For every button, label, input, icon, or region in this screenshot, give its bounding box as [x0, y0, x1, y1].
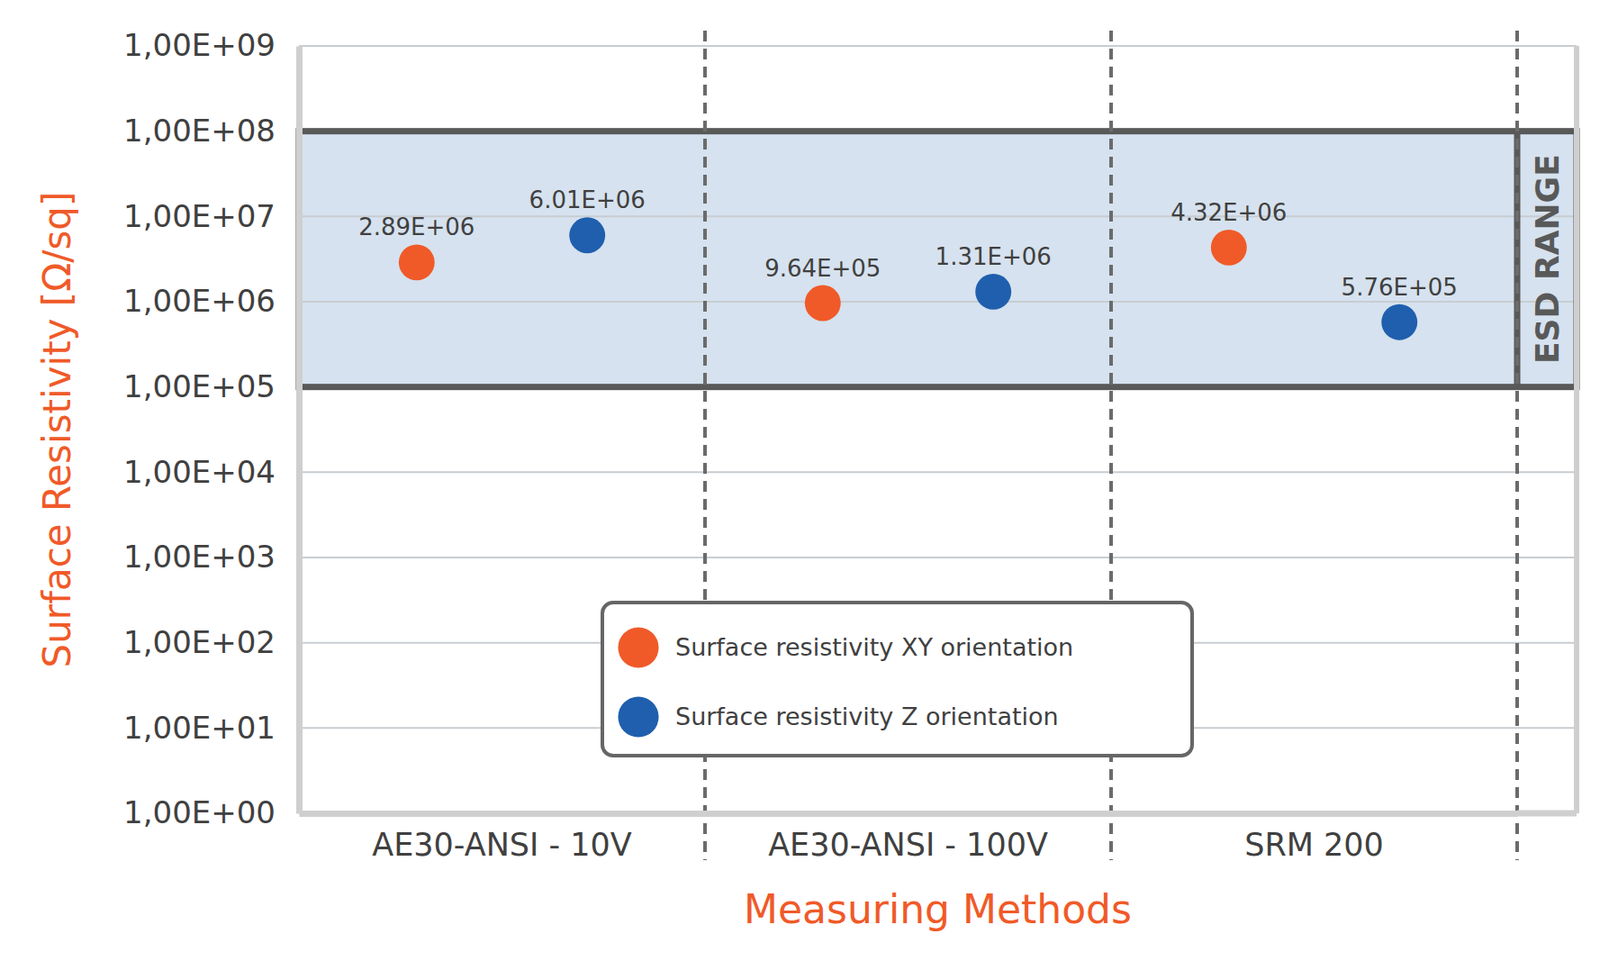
y-tick-label: 1,00E+04	[123, 453, 276, 490]
y-tick: 1,00E+00	[123, 794, 299, 831]
grid	[298, 45, 1577, 814]
point	[1211, 229, 1248, 266]
marks	[398, 216, 1418, 340]
x-tick: AE30-ANSI - 10V	[371, 813, 633, 863]
legend-label: Surface resistivity XY orientation	[675, 632, 1074, 661]
point	[804, 285, 841, 322]
x-tick: AE30-ANSI - 100V	[768, 813, 1049, 863]
grid-line	[298, 470, 1577, 473]
grid-line	[298, 812, 1577, 814]
y-axis-title: Surface Resistivity [Ω/sq]	[35, 191, 80, 669]
y-tick: 1,00E+04	[123, 453, 299, 490]
grid-line	[298, 45, 1577, 47]
data-label: 6.01E+06	[529, 186, 646, 214]
legend: Surface resistivity XY orientation Surfac…	[602, 602, 1193, 756]
grid-line	[298, 300, 1577, 303]
grid-line	[298, 556, 1577, 559]
y-tick: 1,00E+02	[123, 623, 299, 660]
y-axis: 1,00E+00 1,00E+01 1,00E+02 1,00E+03 1,00E+04…	[123, 27, 299, 831]
data-label: 5.76E+05	[1341, 273, 1458, 301]
data-label: 1.31E+06	[935, 243, 1052, 271]
esd-frame	[298, 131, 1577, 388]
legend-marker	[617, 696, 659, 737]
y-tick-label: 1,00E+02	[123, 623, 276, 660]
x-tick: SRM 200	[1244, 813, 1384, 863]
point	[569, 216, 606, 254]
x-axis: AE30-ANSI - 10V AE30-ANSI - 100V SRM 200	[299, 813, 1519, 863]
esd-label: ESD RANGE	[1528, 153, 1566, 364]
y-tick: 1,00E+01	[123, 709, 299, 746]
y-tick: 1,00E+06	[123, 282, 299, 319]
data-label: 4.32E+06	[1170, 198, 1287, 226]
data-label: 9.64E+05	[764, 254, 881, 282]
point	[398, 244, 435, 281]
legend-label: Surface resistivity Z orientation	[675, 702, 1059, 731]
y-tick: 1,00E+07	[123, 198, 299, 235]
y-tick-label: 1,00E+00	[123, 794, 276, 831]
category-separator	[1515, 30, 1519, 860]
x-axis-title: Measuring Methods	[743, 885, 1132, 932]
esd-band	[298, 131, 1577, 388]
y-tick-label: 1,00E+07	[123, 198, 276, 235]
legend-marker	[617, 626, 659, 668]
esd-divider	[1514, 131, 1521, 388]
y-tick-label: 1,00E+08	[123, 112, 276, 149]
x-tick-label: AE30-ANSI - 100V	[768, 826, 1049, 863]
x-axis-extension	[1517, 810, 1577, 817]
x-tick-label: AE30-ANSI - 10V	[371, 826, 633, 863]
y-tick-label: 1,00E+09	[123, 27, 276, 64]
y-axis-line	[296, 46, 303, 814]
y-tick: 1,00E+03	[123, 538, 299, 575]
series	[569, 216, 1418, 340]
y-tick-label: 1,00E+05	[123, 368, 276, 405]
legend-box	[602, 602, 1193, 756]
y-tick-label: 1,00E+06	[123, 282, 276, 319]
point	[975, 273, 1012, 310]
y-tick: 1,00E+08	[123, 112, 299, 149]
y-tick: 1,00E+09	[123, 27, 299, 64]
y-tick-label: 1,00E+01	[123, 709, 276, 746]
grid-line	[298, 215, 1577, 217]
x-axis-line	[299, 810, 1519, 817]
chart: ESD RANGE1,00E+001,00E+011,00E+021,00E+0…	[0, 0, 1600, 970]
point	[1381, 304, 1418, 341]
series	[398, 229, 1248, 322]
y-tick: 1,00E+05	[123, 368, 299, 405]
data-label: 2.89E+06	[358, 213, 475, 241]
frame-right	[1573, 45, 1580, 814]
data-labels: 2.89E+06 9.64E+05 4.32E+06 6.01E+06 1.31E+06…	[358, 186, 1458, 300]
y-tick-label: 1,00E+03	[123, 538, 276, 575]
x-tick-label: SRM 200	[1244, 826, 1384, 863]
